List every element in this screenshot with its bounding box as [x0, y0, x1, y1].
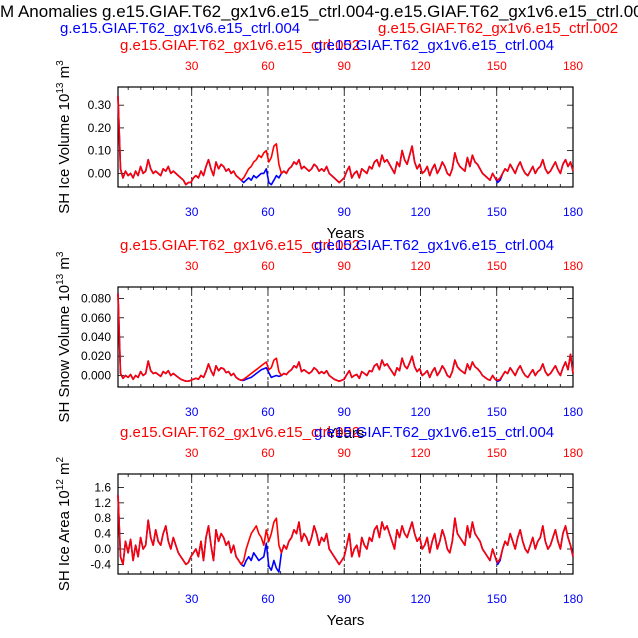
panel-3-xlabel-top-90: 90 — [338, 446, 352, 460]
panel-2-top-label-blue: g.e15.GIAF.T62_gx1v6.e15_ctrl.004 — [314, 237, 554, 254]
panel-3-xlabel-bottom-120: 120 — [410, 592, 430, 606]
panel-1-xlabel-top-120: 120 — [410, 59, 430, 73]
panel-1-series-ctrl002 — [117, 96, 574, 186]
panel-1-top-label-red: g.e15.GIAF.T62_gx1v6.e15_ctrl.002 — [120, 37, 360, 54]
panel-3-xlabel-bottom-30: 30 — [185, 592, 199, 606]
panel-3-xlabel-bottom-150: 150 — [487, 592, 507, 606]
panel-2-xlabel-bottom-150: 150 — [487, 405, 507, 419]
panel-2-xlabel-top-60: 60 — [261, 259, 275, 273]
panel-3-ylabel-tick-3: 0.8 — [94, 511, 111, 525]
figure-title: M Anomalies g.e15.GIAF.T62_gx1v6.e15_ctr… — [0, 2, 638, 21]
panel-2-xlabel-bottom-120: 120 — [410, 405, 430, 419]
panel-3-xaxis-title: Years — [327, 612, 365, 629]
panel-3-series-ctrl004 — [117, 495, 574, 573]
panel-3-ylabel-tick-2: 0.4 — [94, 527, 111, 541]
panel-2-xlabel-top-150: 150 — [487, 259, 507, 273]
panel-1-xlabel-bottom-120: 120 — [410, 205, 430, 219]
panel-2-xlabel-top-30: 30 — [185, 259, 199, 273]
panel-1-xlabel-top-180: 180 — [563, 59, 583, 73]
panel-1-xlabel-bottom-90: 90 — [338, 205, 352, 219]
panel-1-xlabel-top-30: 30 — [185, 59, 199, 73]
panel-3-xlabel-bottom-90: 90 — [338, 592, 352, 606]
panel-2-xlabel-top-90: 90 — [338, 259, 352, 273]
panel-2-xlabel-bottom-30: 30 — [185, 405, 199, 419]
panel-2-ylabel-tick-2: 0.040 — [81, 330, 111, 344]
panel-1-top-label-blue: g.e15.GIAF.T62_gx1v6.e15_ctrl.004 — [314, 37, 554, 54]
panel-3-xlabel-top-150: 150 — [487, 446, 507, 460]
panel-3-xlabel-top-60: 60 — [261, 446, 275, 460]
panel-2-series-ctrl004 — [117, 293, 574, 383]
panel-2-xlabel-bottom-180: 180 — [563, 405, 583, 419]
panel-1-xlabel-bottom-180: 180 — [563, 205, 583, 219]
panel-2-top-label-red: g.e15.GIAF.T62_gx1v6.e15_ctrl.002 — [120, 237, 360, 254]
panel-3-ylabel-tick-1: 0.0 — [94, 542, 111, 556]
panel-1-xlabel-bottom-60: 60 — [261, 205, 275, 219]
panel-1-ylabel-tick-2: 0.20 — [88, 121, 112, 135]
panel-2-xlabel-bottom-60: 60 — [261, 405, 275, 419]
panel-3-top-label-red: g.e15.GIAF.T62_gx1v6.e15_ctrl.002 — [120, 424, 360, 441]
panel-2-ylabel-tick-4: 0.080 — [81, 292, 111, 306]
panel-3-yaxis-title: SH Ice Area 1012 m2 — [55, 456, 73, 591]
case-label-ctrl004: g.e15.GIAF.T62_gx1v6.e15_ctrl.004 — [60, 20, 301, 37]
panel-1-xlabel-top-60: 60 — [261, 59, 275, 73]
panel-2-xlabel-bottom-90: 90 — [338, 405, 352, 419]
panel-1-yaxis-title: SH Ice Volume 1013 m3 — [55, 60, 73, 214]
panel-1-xlabel-bottom-150: 150 — [487, 205, 507, 219]
panel-1-xlabel-top-150: 150 — [487, 59, 507, 73]
panel-1-series-ctrl004 — [117, 96, 574, 186]
panel-3-xlabel-bottom-180: 180 — [563, 592, 583, 606]
panel-3-xlabel-top-30: 30 — [185, 446, 199, 460]
panel-1-frame — [117, 86, 574, 188]
panel-2-xlabel-top-180: 180 — [563, 259, 583, 273]
panel-1-xaxis-title: Years — [327, 225, 365, 242]
panel-3-xlabel-top-120: 120 — [410, 446, 430, 460]
panel-3-ylabel-tick-5: 1.6 — [94, 480, 111, 494]
panel-2-ylabel-tick-0: 0.000 — [81, 368, 111, 382]
panel-3-top-label-blue: g.e15.GIAF.T62_gx1v6.e15_ctrl.004 — [314, 424, 554, 441]
panel-1-ylabel-tick-0: 0.00 — [88, 166, 112, 180]
panel-2-series-ctrl002 — [117, 293, 574, 383]
panel-2-yaxis-title: SH Snow Volume 1013 m3 — [55, 251, 73, 422]
panel-3-series-ctrl002 — [117, 495, 574, 566]
panel-1-ylabel-tick-3: 0.30 — [88, 98, 112, 112]
panel-1-xlabel-bottom-30: 30 — [185, 205, 199, 219]
panel-2-ylabel-tick-1: 0.020 — [81, 349, 111, 363]
panel-3-ylabel-tick-0: -0.4 — [90, 557, 111, 571]
panel-1-xlabel-top-90: 90 — [338, 59, 352, 73]
panel-3-xlabel-top-180: 180 — [563, 446, 583, 460]
panel-2-ylabel-tick-3: 0.060 — [81, 311, 111, 325]
panel-3-xlabel-bottom-60: 60 — [261, 592, 275, 606]
case-label-ctrl002: g.e15.GIAF.T62_gx1v6.e15_ctrl.002 — [378, 20, 619, 37]
panel-2-xlabel-top-120: 120 — [410, 259, 430, 273]
panel-3-frame — [117, 473, 574, 575]
panel-2-xaxis-title: Years — [327, 425, 365, 442]
panel-3-ylabel-tick-4: 1.2 — [94, 496, 111, 510]
panel-1-ylabel-tick-1: 0.10 — [88, 144, 112, 158]
